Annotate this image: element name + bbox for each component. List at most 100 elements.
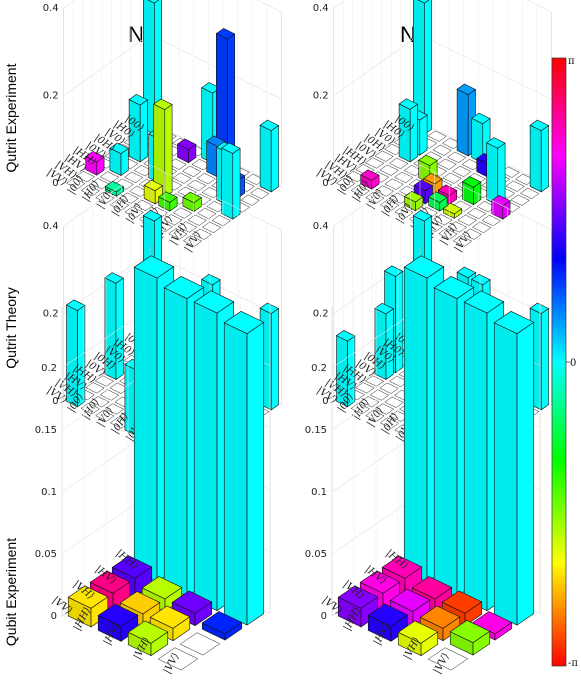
floor-cell — [452, 235, 473, 247]
bar-face-top — [486, 137, 506, 149]
bar-face-top — [381, 555, 423, 579]
colorbar-label-mid: 0 — [570, 358, 576, 369]
floor-cell — [240, 194, 260, 206]
bar-face-top — [65, 299, 86, 311]
bar-face-front — [163, 287, 188, 597]
bar — [158, 191, 178, 212]
bar — [259, 119, 280, 193]
bar-face-top — [215, 28, 236, 40]
bar-face-side — [540, 124, 549, 193]
floor-cell — [365, 410, 385, 422]
z-tick-label: 0 — [52, 178, 58, 189]
floor-cell — [394, 171, 414, 184]
floor-cell — [250, 187, 270, 200]
floor-cell — [364, 375, 385, 387]
bar-face-top — [143, 179, 164, 192]
z-tick-label: 0.2 — [311, 363, 327, 374]
floor-cell — [172, 207, 193, 219]
bar-face-front — [221, 147, 234, 220]
floor-cell — [99, 389, 120, 401]
floor-cell — [90, 178, 110, 190]
bar — [128, 94, 149, 163]
floor-cell — [134, 199, 154, 212]
bar-face-top — [335, 330, 356, 342]
bar-face-top — [529, 302, 550, 315]
floor-cell — [187, 179, 207, 192]
floor-cell — [95, 192, 115, 204]
bar-face-top — [97, 603, 139, 627]
bar — [97, 603, 139, 642]
bar-face-top — [529, 119, 550, 132]
floor-cell — [124, 171, 144, 184]
bar-face-top — [360, 169, 380, 181]
bar-face-top — [141, 576, 183, 600]
bar-face-front — [493, 322, 518, 626]
bar-face-top — [223, 310, 265, 335]
z-tick-label: 0.1 — [41, 487, 57, 498]
bar-face-top — [163, 275, 205, 300]
floor-cell — [384, 396, 404, 408]
bar-face-front — [463, 301, 488, 612]
bar-face-top — [471, 112, 491, 125]
bar — [486, 137, 506, 206]
floor-cell — [179, 632, 221, 656]
floor-cell — [172, 172, 192, 184]
floor-cell — [350, 184, 370, 197]
bar — [85, 151, 105, 176]
bar-face-top — [149, 605, 191, 629]
z-gridline — [333, 34, 552, 100]
bar-face-front — [223, 322, 248, 626]
floor-cell — [374, 403, 395, 415]
floor-cell — [447, 151, 467, 164]
bar-face-top — [442, 202, 463, 215]
floor-cell — [433, 214, 453, 226]
bar-face-top — [127, 620, 169, 644]
z-tick-label: 0 — [51, 611, 57, 622]
bar — [493, 310, 535, 626]
bar-face-top — [463, 290, 505, 314]
bar — [67, 585, 109, 628]
floor-cell — [192, 228, 212, 240]
floor-cell — [462, 228, 482, 240]
bar-face-top — [389, 588, 431, 612]
floor-cell — [452, 165, 472, 178]
panels-group: 00.20.4|00⟩|H0⟩|V0⟩|0H⟩|0V⟩|HH⟩|HV⟩|VH⟩|… — [35, 0, 552, 676]
z-tick-label: 0.15 — [305, 425, 327, 436]
floor-cell — [75, 170, 95, 183]
z-gridline — [63, 34, 282, 100]
bar-face-side — [270, 124, 279, 193]
phase-colorbar: π 0 -π — [551, 56, 578, 669]
floor-cell — [364, 157, 385, 169]
bar — [491, 195, 511, 220]
floor-cell — [379, 164, 399, 176]
bar — [374, 302, 394, 381]
floor-cell — [384, 178, 404, 190]
bar — [104, 180, 125, 197]
bar — [398, 98, 419, 163]
colorbar-label-top: π — [568, 56, 575, 67]
bar-face-top — [193, 290, 235, 314]
bar-face-top — [374, 302, 394, 315]
bar-face-top — [119, 591, 161, 615]
floor-cell — [66, 177, 86, 190]
panel-qutrit-experiment-nb: 00.20.4|00⟩|H0⟩|V0⟩|0H⟩|0V⟩|HH⟩|HV⟩|VH⟩|… — [313, 0, 552, 254]
bar-face-top — [471, 611, 513, 635]
bar-face-top — [367, 603, 409, 627]
floor-cell — [447, 221, 468, 233]
bar-face-front — [133, 266, 158, 583]
bar — [65, 299, 86, 408]
floor-cell — [379, 417, 400, 429]
bar-face-side — [516, 321, 535, 626]
floor-cell — [442, 172, 462, 184]
bar-face-top — [428, 191, 448, 203]
z-tick-label: 0 — [322, 178, 328, 189]
z-tick-label: 0.2 — [313, 91, 329, 102]
colorbar-label-bottom: -π — [568, 658, 578, 669]
floor-cell — [437, 158, 457, 170]
bar-face-front — [259, 124, 272, 193]
bar — [153, 98, 173, 198]
floor-cell — [427, 130, 447, 142]
bar-face-side — [540, 307, 549, 411]
bar-face-top — [449, 619, 491, 644]
panel-qubit-experiment-na: 00.050.10.150.2|HH⟩|HV⟩|VH⟩|VV⟩|HH⟩|HV⟩|… — [35, 246, 271, 676]
